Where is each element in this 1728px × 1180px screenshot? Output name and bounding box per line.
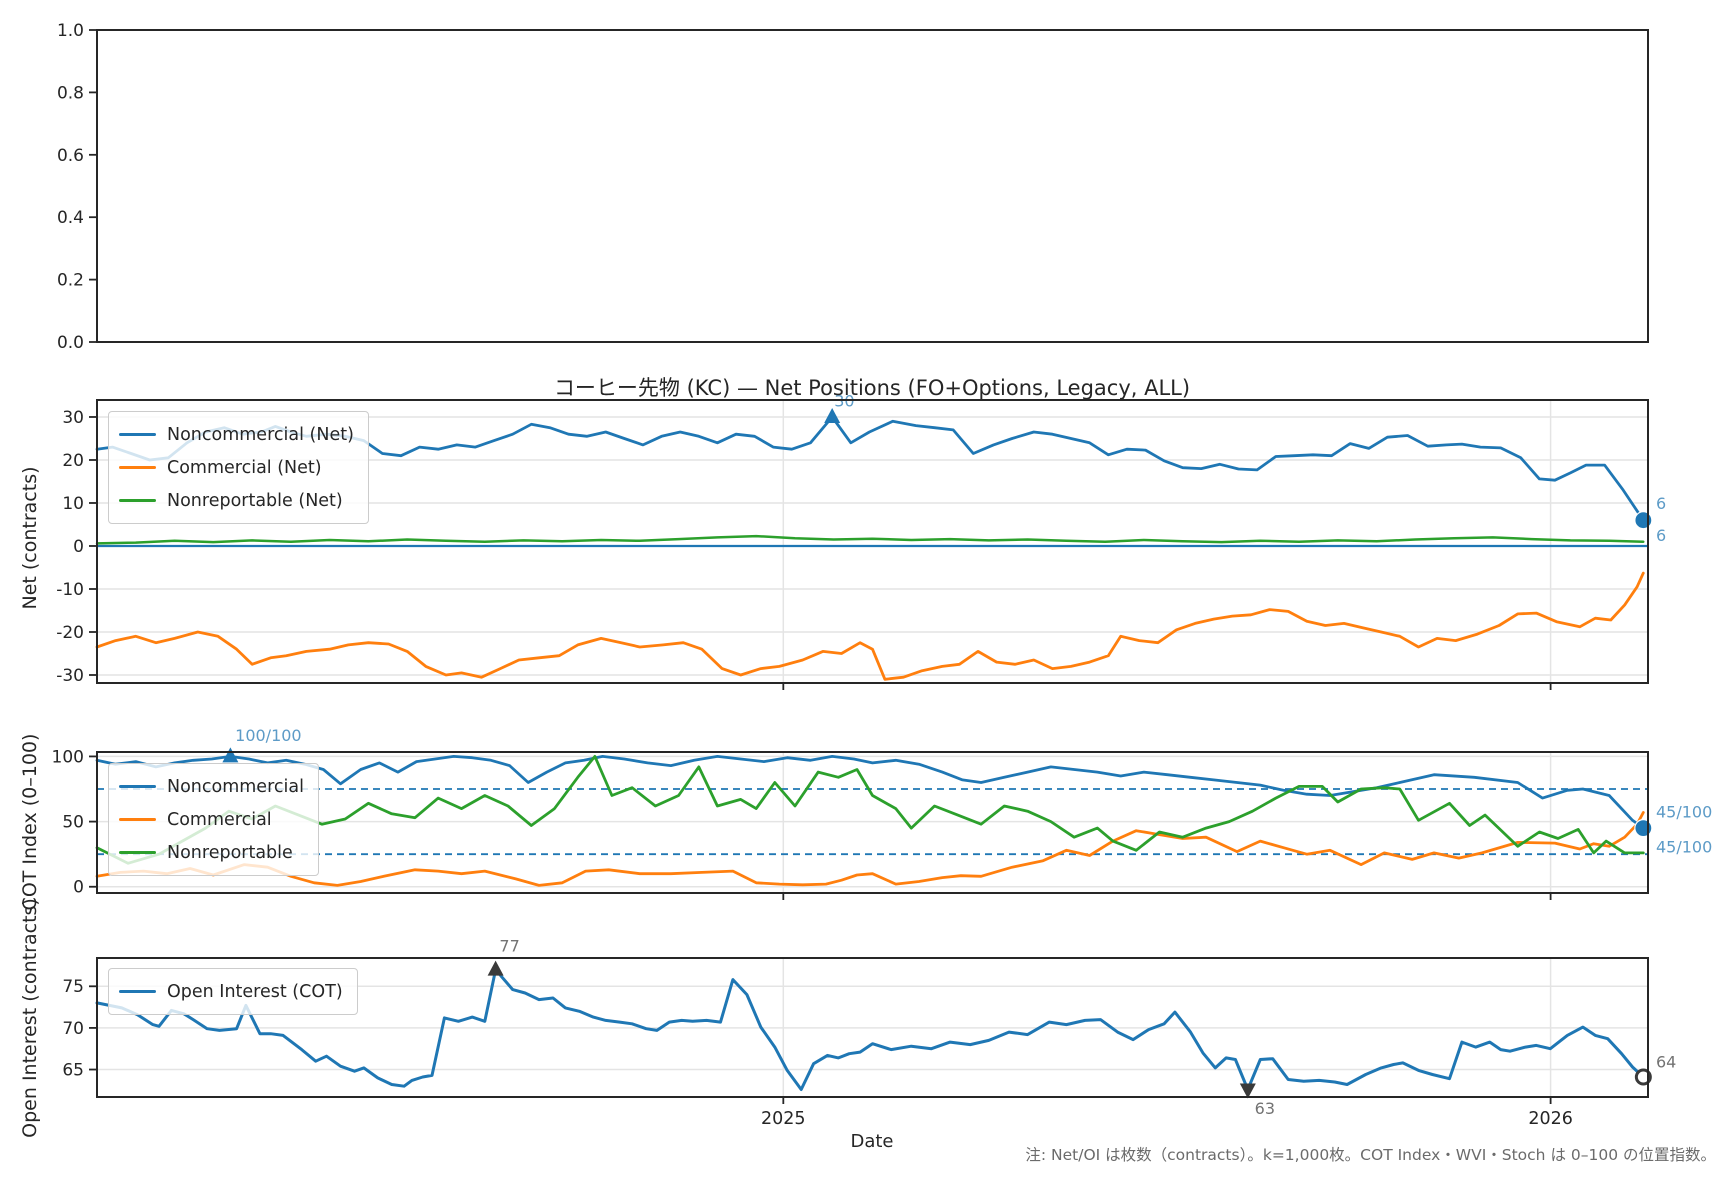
legend-item: Noncommercial (Net) [119, 418, 354, 451]
legend-item: Noncommercial [119, 770, 304, 803]
y-tick-label: 100 [52, 747, 84, 767]
y-tick-label: 0.2 [57, 271, 84, 291]
series-line-noncommercial [95, 755, 1645, 830]
y-tick-label: 65 [62, 1060, 84, 1080]
x-tick-label-2025: 2025 [761, 1109, 806, 1129]
y-tick-label: 20 [62, 451, 84, 471]
y-tick-label: 50 [62, 813, 84, 833]
y-axis-label-net: Net (contracts) [19, 466, 41, 610]
triangle-up-marker [222, 747, 239, 763]
annotation-6: 6 [1656, 494, 1666, 513]
legend-cot-index: Noncommercial Commercial Nonreportable [108, 763, 319, 876]
legend-line-swatch [119, 850, 156, 855]
y-tick-label: -30 [56, 666, 84, 686]
legend-item: Nonreportable [119, 836, 304, 869]
triangle-down-marker [1239, 1083, 1256, 1099]
plot-cot-index: 100/100 45/100 45/100 100 50 0 [52, 726, 1712, 900]
y-tick-label: -20 [56, 623, 84, 643]
annotation-77: 77 [499, 936, 519, 955]
legend-line-swatch [119, 989, 156, 994]
y-tick-label: 10 [62, 494, 84, 514]
triangle-up-marker [824, 407, 841, 423]
chart-title: コーヒー先物 (KC) — Net Positions (FO+Options,… [553, 376, 1191, 400]
y-axis-label-cot-index: COT Index (0–100) [19, 733, 41, 911]
legend-label: Open Interest (COT) [167, 981, 343, 1002]
y-axis-label-open-interest: Open Interest (contracts) [19, 898, 41, 1138]
annotation-64: 64 [1656, 1053, 1676, 1072]
legend-item: Commercial [119, 803, 304, 836]
y-tick-label: 1.0 [57, 21, 84, 41]
series-line-nonreportable [95, 755, 1645, 865]
legend-label: Commercial (Net) [167, 457, 322, 478]
annotation-100-100: 100/100 [235, 726, 301, 745]
y-tick-label: 30 [62, 408, 84, 428]
legend-label: Noncommercial (Net) [167, 424, 354, 445]
y-tick-label: 0.0 [57, 333, 84, 353]
y-tick-label: 70 [62, 1019, 84, 1039]
legend-line-swatch [119, 465, 156, 470]
footnote: 注: Net/OI は枚数（contracts）。k=1,000枚。COT In… [1025, 1146, 1716, 1164]
y-tick-label: 0 [73, 537, 84, 557]
legend-line-swatch [119, 784, 156, 789]
x-tick-label-2026: 2026 [1528, 1109, 1573, 1129]
circle-marker [1634, 819, 1653, 838]
legend-label: Noncommercial [167, 776, 304, 797]
y-tick-label: 75 [62, 977, 84, 997]
series-line-commercial-net- [95, 571, 1645, 681]
legend-label: Nonreportable [167, 842, 293, 863]
plot-open-interest: 77 63 64 75 70 65 2025 2026 [62, 936, 1676, 1129]
legend-line-swatch [119, 432, 156, 437]
series-line-open-interest-cot- [95, 968, 1645, 1091]
legend-item: Open Interest (COT) [119, 975, 343, 1008]
legend-net-positions: Noncommercial (Net) Commercial (Net) Nonre… [108, 411, 369, 524]
x-axis-label-date: Date [850, 1131, 894, 1152]
annotation-30: 30 [834, 392, 854, 411]
y-tick-label: 0 [73, 878, 84, 898]
series-line-nonreportable-net- [95, 534, 1645, 545]
triangle-up-marker [487, 960, 504, 976]
legend-item: Nonreportable (Net) [119, 484, 354, 517]
annotation-6: 6 [1656, 526, 1666, 545]
legend-line-swatch [119, 817, 156, 822]
legend-label: Commercial [167, 809, 272, 830]
plot-empty-top: 1.0 0.8 0.6 0.4 0.2 0.0 [57, 21, 1649, 353]
legend-open-interest: Open Interest (COT) [108, 968, 358, 1015]
annotation-45-100: 45/100 [1656, 838, 1712, 857]
annotation-45-100: 45/100 [1656, 803, 1712, 822]
circle-open-marker [1634, 1068, 1652, 1086]
annotation-63: 63 [1255, 1099, 1275, 1118]
series-line-commercial [95, 811, 1645, 887]
y-tick-label: 0.8 [57, 83, 84, 103]
legend-item: Commercial (Net) [119, 451, 354, 484]
y-tick-label: 0.4 [57, 208, 84, 228]
legend-label: Nonreportable (Net) [167, 490, 343, 511]
y-tick-label: -10 [56, 580, 84, 600]
y-tick-label: 0.6 [57, 146, 84, 166]
legend-line-swatch [119, 498, 156, 503]
circle-marker [1634, 511, 1653, 530]
